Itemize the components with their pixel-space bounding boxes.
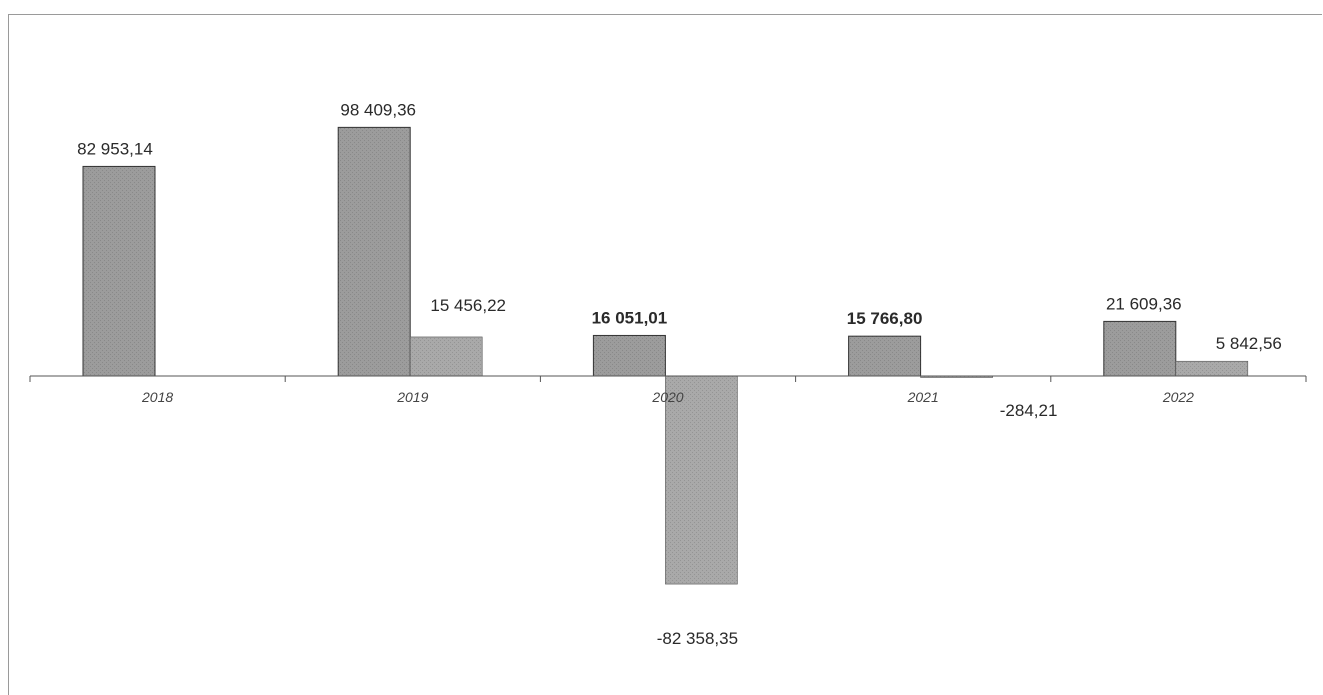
bar-texture [338,127,411,377]
bar-texture [1175,361,1248,376]
data-label: -82 358,35 [657,629,738,648]
x-tick-label: 2022 [1162,389,1194,405]
data-labels-group: 2018 82 953,14 2019 98 409,36 15 456,22 2020 1… [77,100,1282,648]
bar-texture [83,166,155,376]
data-label: -284,21 [1000,401,1058,420]
bar-texture [410,336,483,376]
x-tick-label: 2019 [396,389,428,405]
data-label: 15 766,80 [847,309,923,328]
bar-texture [665,376,738,585]
bar-texture [1103,321,1176,376]
data-label: 21 609,36 [1106,294,1182,313]
bar-texture [920,376,993,378]
x-tick-label: 2020 [651,389,683,405]
data-label: 16 051,01 [592,308,668,327]
bar-texture [848,336,921,376]
bar-chart: 2018 82 953,14 2019 98 409,36 15 456,22 2020 1… [29,100,1307,648]
data-label: 98 409,36 [340,100,416,119]
x-tick-label: 2021 [907,389,939,405]
data-label: 82 953,14 [77,139,153,158]
x-axis [29,375,1307,382]
bar-texture [593,335,666,376]
data-label: 15 456,22 [430,296,506,315]
x-tick-label: 2018 [141,389,173,405]
bars-group [82,126,1249,585]
data-label: 5 842,56 [1216,334,1282,353]
chart-frame [8,14,1322,695]
